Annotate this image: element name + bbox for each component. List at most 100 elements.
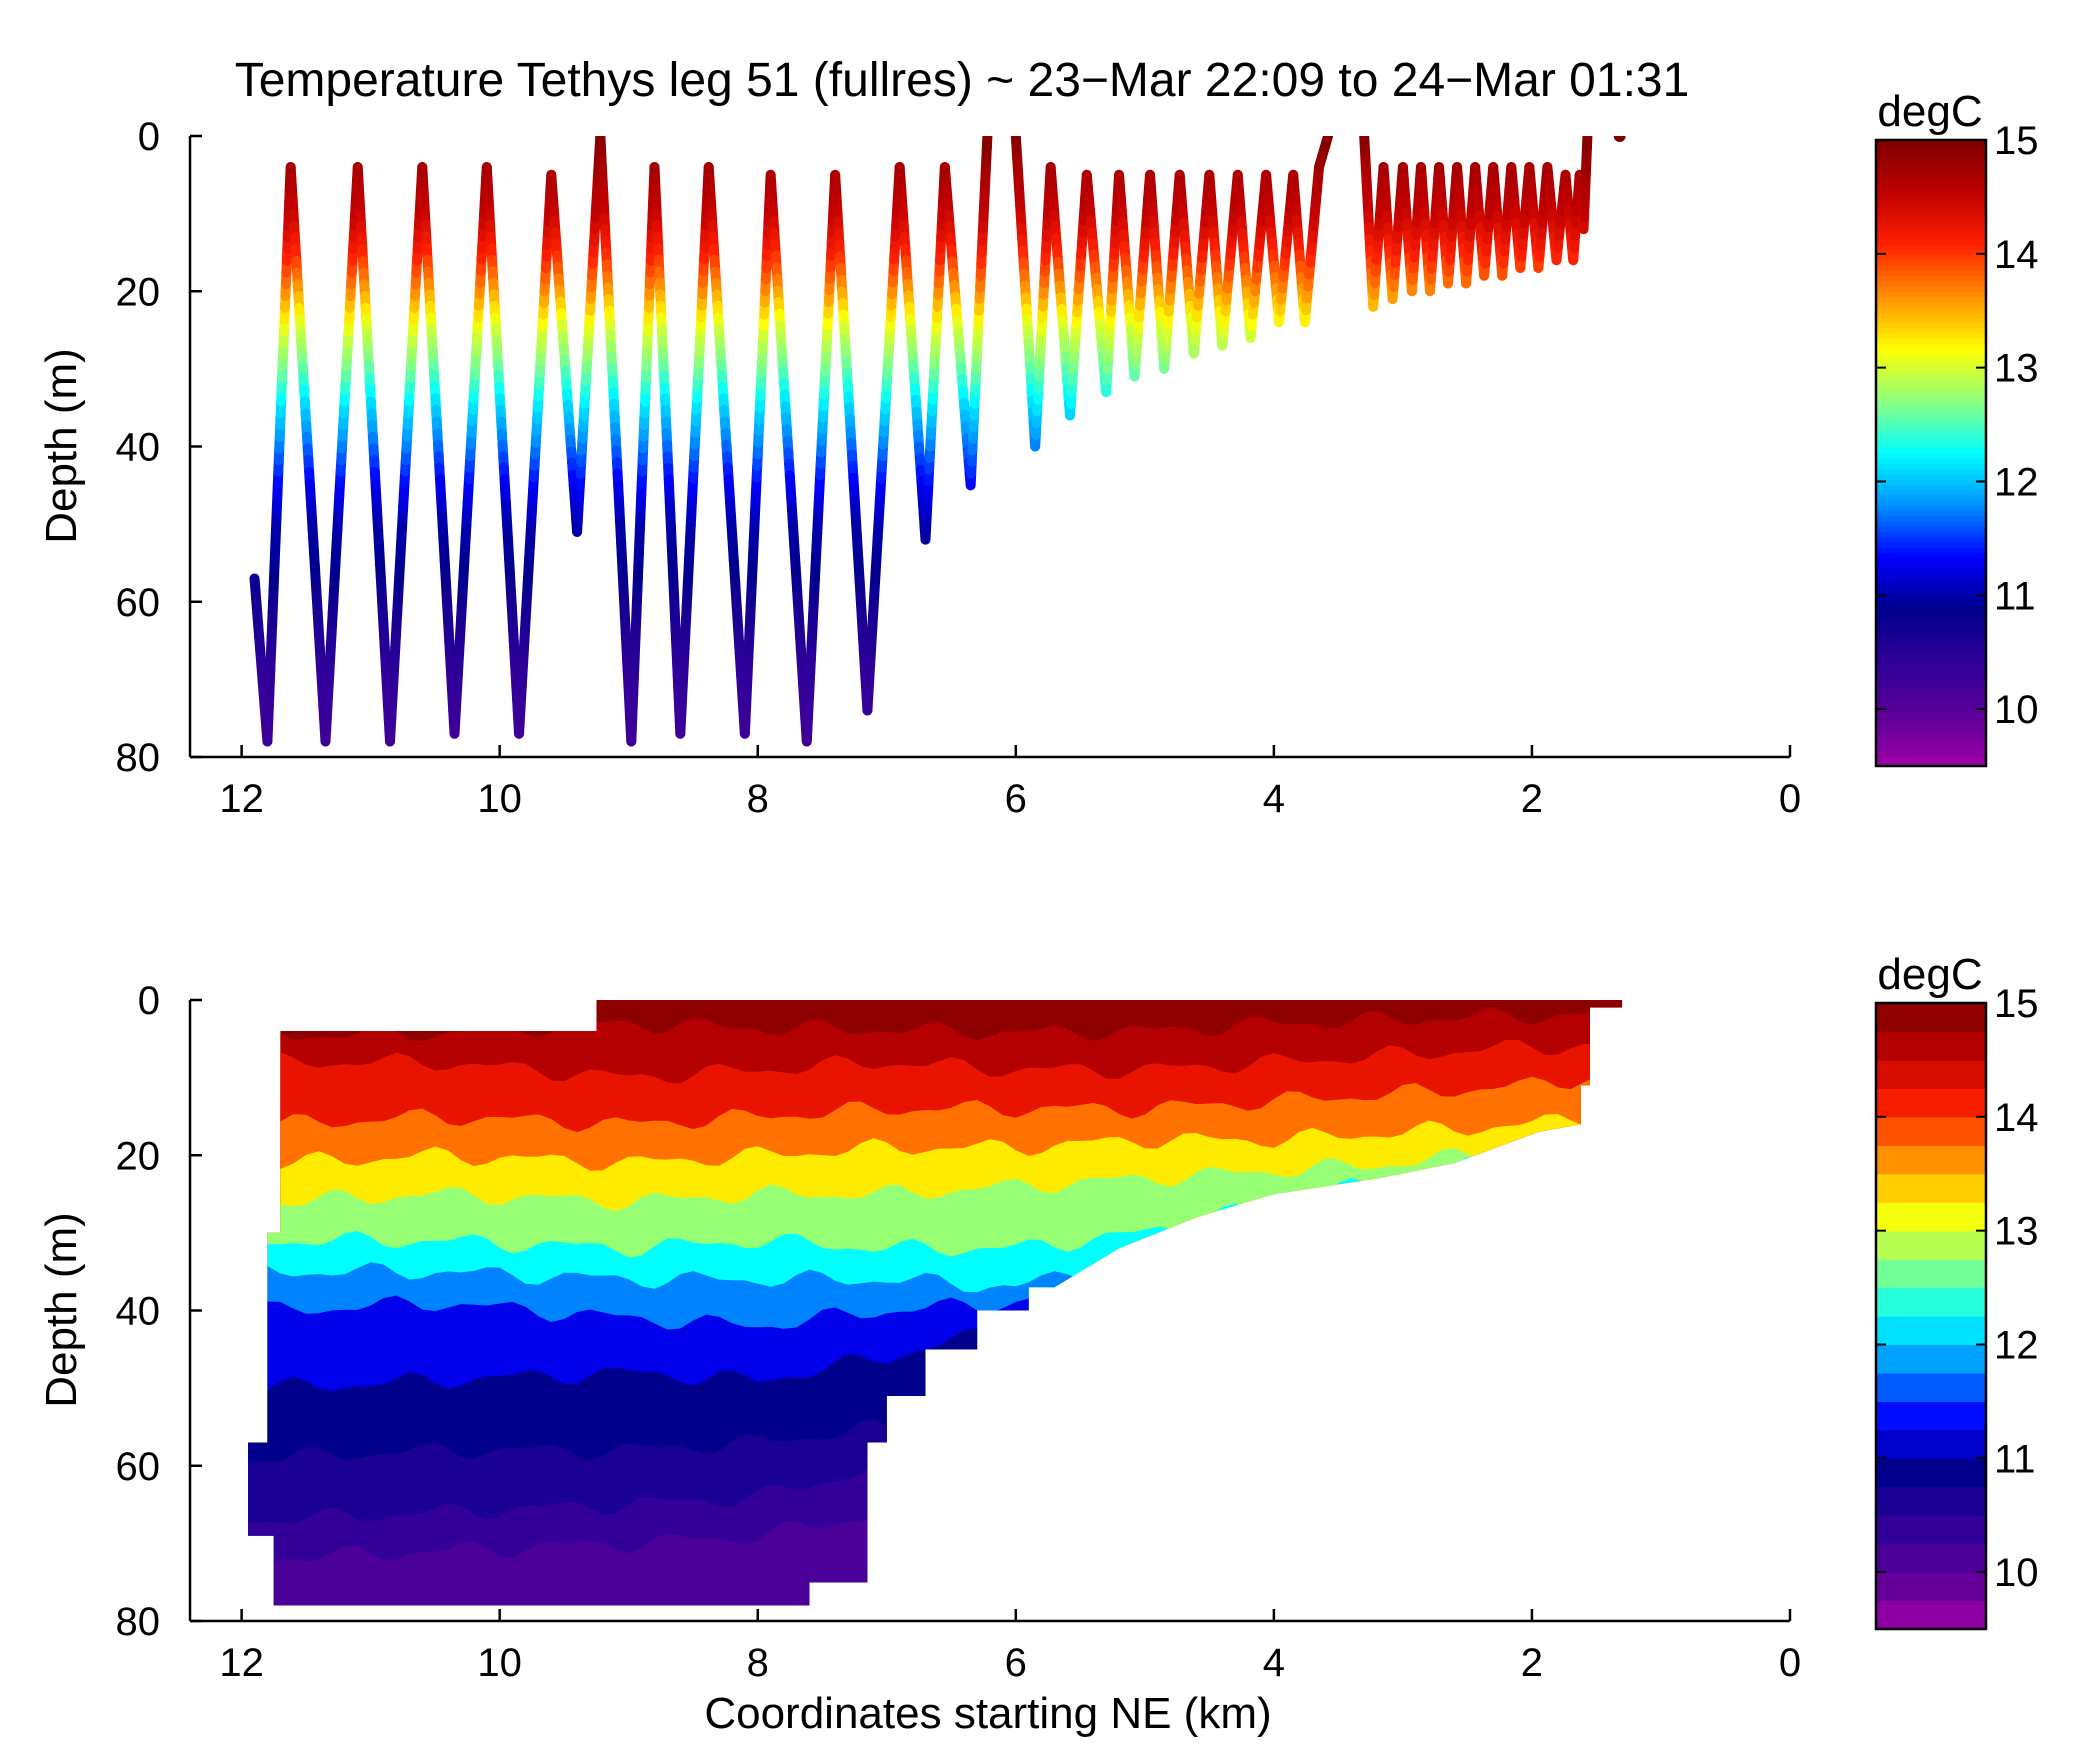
- bottom-colorbar-tick-label: 14: [1994, 1096, 2039, 1140]
- bottom-x-tick-label: 10: [477, 1641, 522, 1685]
- bottom-colorbar-level: [1876, 1572, 1986, 1601]
- top-colorbar-band: [1876, 599, 1986, 605]
- top-y-axis-title: Depth (m): [37, 348, 86, 544]
- top-colorbar-band: [1876, 437, 1986, 443]
- top-colorbar-band: [1876, 177, 1986, 183]
- top-colorbar-band: [1876, 510, 1986, 516]
- bottom-colorbar-level: [1876, 1458, 1986, 1487]
- top-colorbar-band: [1876, 432, 1986, 438]
- bottom-colorbar-level: [1876, 1031, 1986, 1060]
- top-colorbar-band: [1876, 557, 1986, 563]
- top-colorbar-band: [1876, 740, 1986, 746]
- top-colorbar-band: [1876, 610, 1986, 616]
- top-colorbar-band: [1876, 359, 1986, 365]
- top-y-tick-label: 20: [116, 270, 161, 314]
- top-colorbar-tick-label: 12: [1994, 460, 2039, 504]
- bottom-colorbar-level: [1876, 1344, 1986, 1373]
- top-colorbar-band: [1876, 735, 1986, 741]
- top-colorbar-band: [1876, 239, 1986, 245]
- bottom-colorbar-level: [1876, 1515, 1986, 1544]
- top-colorbar-band: [1876, 427, 1986, 433]
- top-colorbar-band: [1876, 197, 1986, 203]
- bottom-colorbar-level: [1876, 1202, 1986, 1231]
- track-segment: [1325, 136, 1328, 146]
- bottom-colorbar-level: [1876, 1003, 1986, 1032]
- track-endpoint: [1614, 130, 1626, 142]
- top-colorbar-band: [1876, 385, 1986, 391]
- bottom-colorbar-level: [1876, 1373, 1986, 1402]
- top-colorbar-band: [1876, 156, 1986, 162]
- bottom-x-tick-label: 0: [1779, 1641, 1801, 1685]
- bottom-colorbar-level: [1876, 1174, 1986, 1203]
- top-colorbar-band: [1876, 463, 1986, 469]
- bottom-contour-plot: [216, 1000, 1661, 1660]
- top-colorbar-band: [1876, 703, 1986, 709]
- top-colorbar-band: [1876, 416, 1986, 422]
- top-colorbar-band: [1876, 625, 1986, 631]
- top-colorbar-band: [1876, 630, 1986, 636]
- bottom-y-tick-label: 40: [116, 1290, 161, 1334]
- top-colorbar-band: [1876, 458, 1986, 464]
- top-colorbar-band: [1876, 223, 1986, 229]
- bottom-colorbar-level: [1876, 1145, 1986, 1174]
- bottom-colorbar-tick-label: 15: [1994, 982, 2039, 1026]
- top-colorbar-band: [1876, 297, 1986, 303]
- top-colorbar-band: [1876, 672, 1986, 678]
- bottom-x-axis-title: Coordinates starting NE (km): [704, 1689, 1271, 1738]
- top-colorbar-band: [1876, 568, 1986, 574]
- top-colorbar-band: [1876, 484, 1986, 490]
- top-colorbar-band: [1876, 547, 1986, 553]
- top-colorbar-band: [1876, 604, 1986, 610]
- top-colorbar-band: [1876, 234, 1986, 240]
- bottom-colorbar-level: [1876, 1231, 1986, 1260]
- top-colorbar-band: [1876, 636, 1986, 642]
- top-colorbar-band: [1876, 474, 1986, 480]
- top-colorbar-band: [1876, 380, 1986, 386]
- top-colorbar-band: [1876, 396, 1986, 402]
- top-colorbar-band: [1876, 583, 1986, 589]
- bottom-x-tick-label: 8: [747, 1641, 769, 1685]
- top-colorbar-band: [1876, 495, 1986, 501]
- bottom-y-tick-label: 60: [116, 1445, 161, 1489]
- top-colorbar-band: [1876, 646, 1986, 652]
- bottom-x-tick-label: 4: [1263, 1641, 1285, 1685]
- top-colorbar-band: [1876, 526, 1986, 532]
- top-colorbar-band: [1876, 171, 1986, 177]
- top-colorbar-band: [1876, 448, 1986, 454]
- top-colorbar-label: degC: [1877, 87, 1982, 136]
- top-colorbar-band: [1876, 641, 1986, 647]
- top-colorbar-band: [1876, 390, 1986, 396]
- bottom-colorbar-tick-label: 12: [1994, 1323, 2039, 1367]
- top-colorbar-band: [1876, 656, 1986, 662]
- top-colorbar-band: [1876, 490, 1986, 496]
- top-colorbar-band: [1876, 573, 1986, 579]
- top-colorbar-band: [1876, 521, 1986, 527]
- top-colorbar-band: [1876, 255, 1986, 261]
- top-colorbar-band: [1876, 192, 1986, 198]
- top-colorbar-band: [1876, 531, 1986, 537]
- contour-layers: [216, 1000, 1661, 1660]
- bottom-colorbar-label: degC: [1877, 950, 1982, 999]
- bottom-colorbar-level: [1876, 1117, 1986, 1146]
- top-colorbar-band: [1876, 563, 1986, 569]
- top-colorbar-band: [1876, 317, 1986, 323]
- top-y-tick-label: 40: [116, 426, 161, 470]
- top-colorbar-band: [1876, 422, 1986, 428]
- top-colorbar-band: [1876, 411, 1986, 417]
- top-colorbar-band: [1876, 244, 1986, 250]
- top-colorbar-band: [1876, 328, 1986, 334]
- top-colorbar-band: [1876, 150, 1986, 156]
- bottom-colorbar-level: [1876, 1316, 1986, 1345]
- top-x-tick-label: 12: [219, 777, 264, 821]
- top-colorbar-band: [1876, 536, 1986, 542]
- top-colorbar-band: [1876, 500, 1986, 506]
- bottom-colorbar-tick-label: 10: [1994, 1551, 2039, 1595]
- top-colorbar-band: [1876, 698, 1986, 704]
- top-colorbar-tick-label: 11: [1994, 574, 2036, 618]
- top-colorbar-band: [1876, 286, 1986, 292]
- top-colorbar-band: [1876, 651, 1986, 657]
